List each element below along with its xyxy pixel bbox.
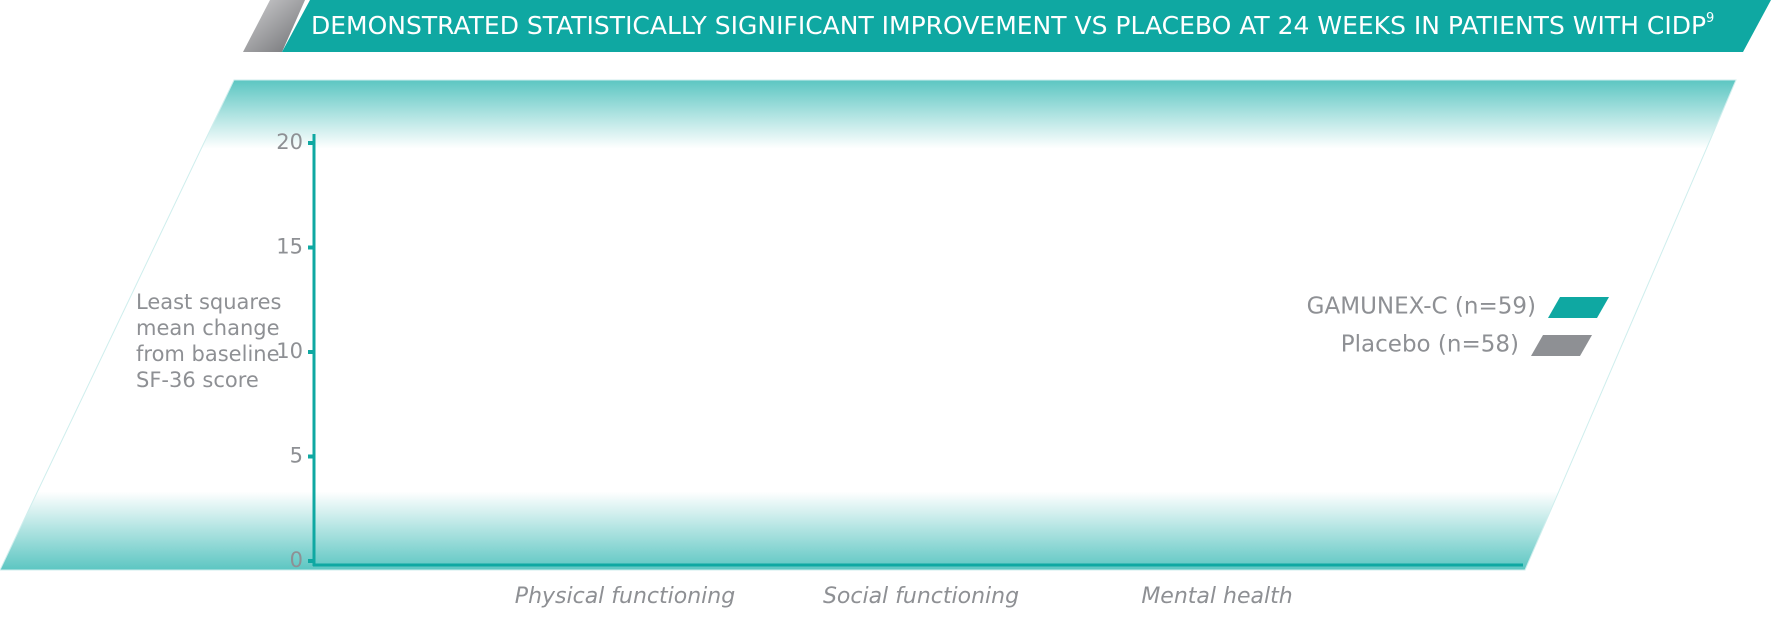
y-tick-label: 15 — [276, 235, 303, 259]
banner-accent — [243, 0, 305, 52]
x-tick-label: Social functioning — [823, 584, 1019, 609]
y-label-line: from baseline — [136, 342, 280, 366]
legend-swatch — [1548, 297, 1609, 318]
plot-panel — [0, 79, 1737, 571]
y-tick-label: 0 — [290, 548, 303, 572]
title-banner — [282, 0, 1771, 52]
legend-label: GAMUNEX-C (n=59) — [1307, 294, 1536, 320]
y-tick-label: 5 — [290, 444, 303, 468]
title-text: DEMONSTRATED STATISTICALLY SIGNIFICANT I… — [311, 11, 1706, 40]
title-footnote: 9 — [1706, 11, 1714, 26]
y-label-line: mean change — [136, 316, 280, 340]
y-tick-label: 20 — [276, 130, 303, 154]
x-tick-label: Mental health — [1141, 584, 1292, 609]
y-tick-label: 10 — [276, 339, 303, 363]
legend-label: Placebo (n=58) — [1341, 332, 1519, 358]
y-label-line: SF-36 score — [136, 368, 259, 392]
chart-title: DEMONSTRATED STATISTICALLY SIGNIFICANT I… — [311, 11, 1714, 41]
legend-swatch — [1531, 335, 1592, 356]
y-label-line: Least squares — [136, 290, 281, 314]
x-tick-label: Physical functioning — [515, 584, 735, 609]
